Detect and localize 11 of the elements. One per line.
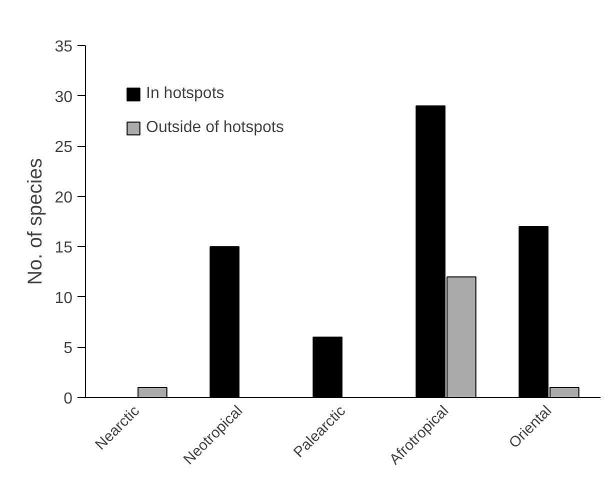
y-tick-label: 30 — [54, 88, 73, 106]
y-tick-label: 5 — [64, 340, 73, 358]
legend-label: Outside of hotspots — [146, 119, 284, 137]
y-tick-label: 15 — [54, 240, 73, 257]
y-tick-label: 25 — [54, 139, 73, 156]
legend-label: In hotspots — [146, 85, 224, 103]
y-tick-label: 20 — [54, 189, 73, 206]
y-tick-label: 10 — [54, 290, 73, 307]
y-axis-title: No. of species — [24, 158, 47, 285]
y-tick-label: 0 — [64, 390, 73, 408]
y-tick-label: 35 — [54, 38, 73, 56]
